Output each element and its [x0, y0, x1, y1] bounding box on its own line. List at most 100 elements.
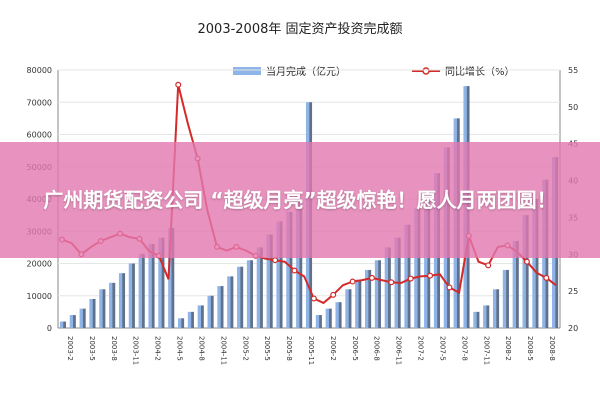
- bar: [473, 311, 480, 328]
- bar: [138, 253, 145, 328]
- x-tick-label: 2003-2: [66, 336, 74, 361]
- x-tick-label: 2005-11: [307, 336, 315, 365]
- bar-shade: [496, 289, 500, 328]
- growth-point: [272, 257, 279, 264]
- x-tick-label: 2006-2: [329, 336, 337, 361]
- y-left-tick-label: 60000: [27, 131, 52, 140]
- bar-shade: [92, 298, 96, 328]
- bar: [246, 260, 253, 328]
- y-left-tick-label: 0: [47, 324, 52, 333]
- legend-bar-label: 当月完成（亿元）: [266, 65, 346, 78]
- y-left-tick-label: 80000: [27, 66, 52, 75]
- bar: [109, 282, 116, 328]
- bar: [79, 308, 86, 328]
- x-tick-label: 2004-5: [176, 336, 184, 361]
- bar-shade: [279, 221, 283, 328]
- bar-shade: [269, 234, 273, 328]
- bar-shade: [181, 318, 185, 328]
- bar: [197, 305, 204, 328]
- x-tick-label: 2005-2: [241, 336, 249, 361]
- bar: [296, 199, 303, 328]
- growth-point: [368, 274, 375, 281]
- bar-shade: [63, 321, 66, 328]
- bar-shade: [250, 260, 253, 328]
- bar-shade: [348, 289, 352, 328]
- bar: [177, 318, 185, 328]
- legend-bar-swatch: [233, 67, 261, 75]
- bar: [502, 269, 509, 328]
- promo-banner: 广州期货配资公司 “超级月亮”超级惊艳！愿人月两团圆！: [0, 142, 600, 258]
- bar-shade: [535, 199, 539, 328]
- y-right-tick-label: 50: [568, 103, 578, 112]
- x-tick-label: 2004-11: [219, 336, 227, 365]
- bar-shade: [171, 228, 175, 328]
- bar-shade: [476, 311, 480, 328]
- bar: [158, 237, 165, 328]
- x-tick-label: 2007-8: [460, 336, 468, 361]
- bar: [492, 289, 500, 328]
- bar-shade: [427, 192, 431, 328]
- bar-shade: [201, 305, 204, 328]
- bar-shade: [299, 199, 303, 328]
- x-tick-label: 2008-5: [526, 336, 534, 361]
- growth-point: [175, 81, 182, 88]
- growth-point: [485, 262, 492, 269]
- growth-point: [543, 274, 550, 281]
- bar: [237, 266, 244, 328]
- y-left-tick-label: 10000: [27, 292, 52, 301]
- bar-shade: [122, 273, 126, 328]
- y-left-tick-label: 20000: [27, 260, 52, 269]
- bar-shade: [516, 240, 519, 328]
- bar: [227, 276, 234, 328]
- bar: [256, 247, 263, 328]
- bar: [266, 234, 273, 328]
- bar: [217, 286, 224, 328]
- bar-shade: [112, 282, 116, 328]
- bar-shade: [378, 260, 381, 328]
- bar-shade: [368, 269, 372, 328]
- x-tick-label: 2003-5: [88, 336, 96, 361]
- bar: [168, 228, 175, 328]
- x-tick-label: 2003-8: [110, 336, 118, 361]
- bar: [532, 199, 539, 328]
- bar-shade: [338, 302, 342, 328]
- bar-shade: [388, 247, 391, 328]
- bar-shade: [191, 311, 194, 328]
- growth-point: [407, 275, 414, 282]
- bar-shade: [358, 279, 362, 328]
- bar-shade: [230, 276, 234, 328]
- bar: [374, 260, 381, 328]
- bar-shade: [132, 263, 135, 328]
- growth-point: [349, 278, 356, 285]
- growth-point: [446, 284, 453, 291]
- growth-point: [523, 258, 530, 265]
- bar: [483, 305, 490, 328]
- bar-shade: [73, 315, 76, 328]
- chart-title: 2003-2008年 固定资产投资完成额: [198, 21, 403, 37]
- bar: [355, 279, 362, 328]
- legend-line-label: 同比增长（%）: [445, 65, 515, 78]
- bar: [118, 273, 126, 328]
- x-tick-label: 2007-5: [438, 336, 446, 361]
- y-right-tick-label: 20: [568, 324, 578, 333]
- bar-shade: [220, 286, 224, 328]
- x-tick-label: 2003-11: [132, 336, 140, 365]
- bar: [335, 302, 342, 328]
- x-tick-label: 2004-2: [154, 336, 162, 361]
- bar-shade: [82, 308, 86, 328]
- bar: [276, 221, 283, 328]
- bar-shade: [161, 237, 165, 328]
- bar: [365, 269, 372, 328]
- y-right-tick-label: 55: [568, 66, 578, 75]
- bar: [187, 311, 194, 328]
- bar: [99, 289, 106, 328]
- y-left-tick-label: 70000: [27, 98, 52, 107]
- bar: [207, 295, 214, 328]
- bar: [325, 308, 332, 328]
- bar: [404, 224, 411, 328]
- x-tick-label: 2006-11: [395, 336, 403, 365]
- bar: [522, 215, 529, 328]
- x-tick-label: 2007-2: [417, 336, 425, 361]
- bar-shade: [240, 266, 244, 328]
- bar-shade: [486, 305, 490, 328]
